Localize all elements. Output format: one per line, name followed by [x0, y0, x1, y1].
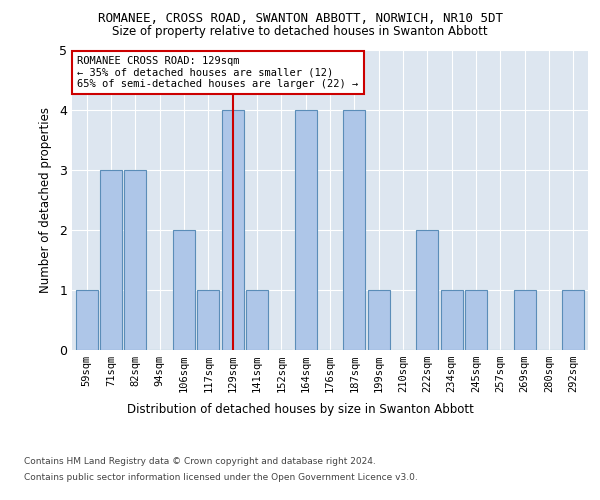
Bar — [173, 230, 195, 350]
Bar — [295, 110, 317, 350]
Text: ROMANEE, CROSS ROAD, SWANTON ABBOTT, NORWICH, NR10 5DT: ROMANEE, CROSS ROAD, SWANTON ABBOTT, NOR… — [97, 12, 503, 26]
Bar — [416, 230, 439, 350]
Bar — [441, 290, 463, 350]
Bar — [100, 170, 122, 350]
Bar — [221, 110, 244, 350]
Bar — [197, 290, 219, 350]
Y-axis label: Number of detached properties: Number of detached properties — [39, 107, 52, 293]
Bar — [76, 290, 98, 350]
Text: ROMANEE CROSS ROAD: 129sqm
← 35% of detached houses are smaller (12)
65% of semi: ROMANEE CROSS ROAD: 129sqm ← 35% of deta… — [77, 56, 358, 89]
Text: Contains public sector information licensed under the Open Government Licence v3: Contains public sector information licen… — [24, 472, 418, 482]
Text: Distribution of detached houses by size in Swanton Abbott: Distribution of detached houses by size … — [127, 402, 473, 415]
Bar — [124, 170, 146, 350]
Bar — [562, 290, 584, 350]
Text: Contains HM Land Registry data © Crown copyright and database right 2024.: Contains HM Land Registry data © Crown c… — [24, 458, 376, 466]
Text: Size of property relative to detached houses in Swanton Abbott: Size of property relative to detached ho… — [112, 25, 488, 38]
Bar — [246, 290, 268, 350]
Bar — [514, 290, 536, 350]
Bar — [343, 110, 365, 350]
Bar — [368, 290, 389, 350]
Bar — [465, 290, 487, 350]
